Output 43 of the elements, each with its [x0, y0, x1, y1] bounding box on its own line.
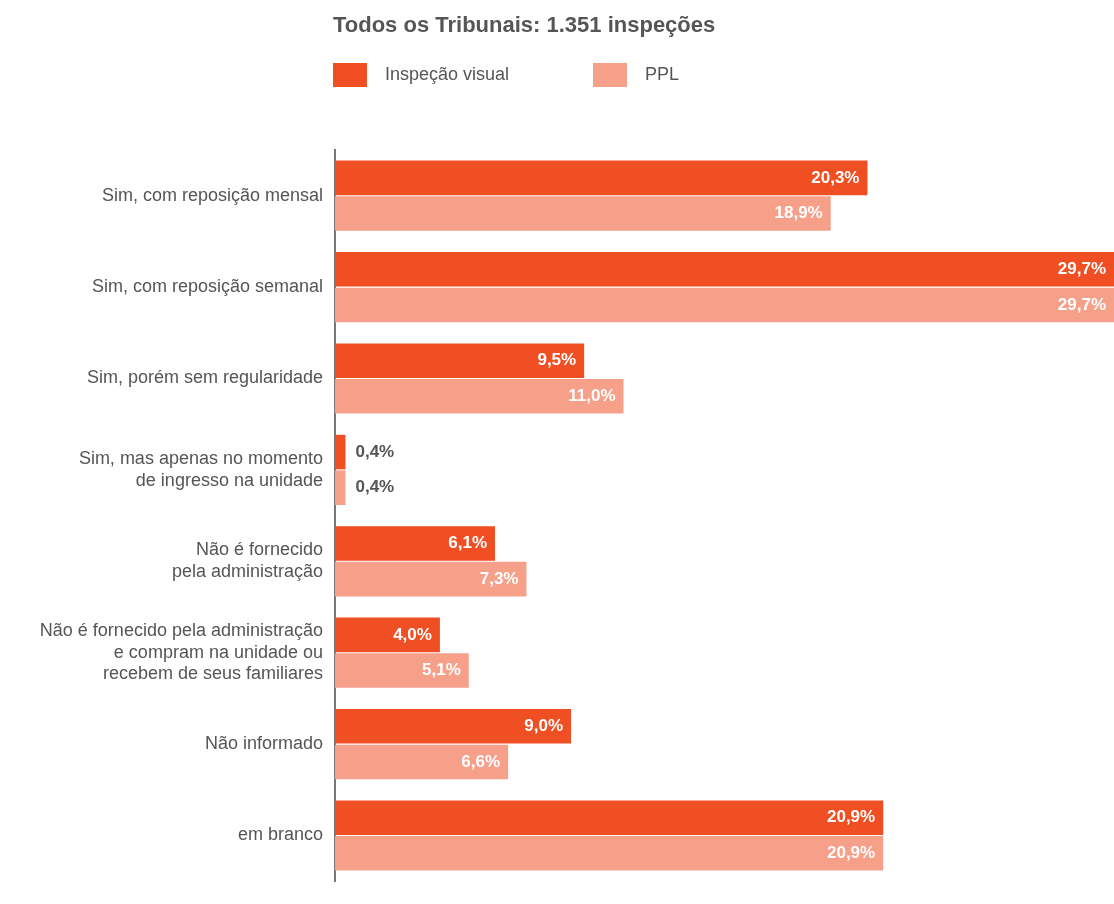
data-label: 4,0% [393, 624, 432, 644]
legend-label: Inspeção visual [385, 63, 510, 84]
data-label: 29,7% [1057, 258, 1106, 278]
y-tick-label: Sim, com reposição mensal [101, 184, 323, 205]
data-label: 5,1% [422, 660, 461, 680]
bar [335, 160, 868, 196]
y-tick-label: Sim, porém sem regularidade [86, 367, 323, 388]
bar [335, 470, 346, 506]
data-label: 6,6% [461, 751, 501, 771]
data-label: 9,5% [537, 350, 577, 370]
legend-label: PPL [645, 63, 680, 84]
bar [335, 653, 469, 688]
data-label: 9,0% [524, 715, 564, 735]
bar [335, 287, 1114, 323]
data-label: 11,0% [568, 386, 616, 406]
data-label: 0,4% [355, 477, 395, 497]
y-tick-label: Não é fornecido pela administração [171, 539, 323, 582]
bar [335, 343, 585, 378]
bar [335, 379, 624, 414]
y-tick-label: Sim, com reposição semanal [91, 276, 323, 297]
data-label: 7,3% [479, 568, 519, 588]
bar [335, 526, 495, 561]
bar [335, 708, 572, 744]
data-label: 20,3% [811, 167, 860, 187]
data-label: 6,1% [448, 533, 487, 553]
bar [335, 617, 440, 653]
bar [335, 434, 346, 470]
y-tick-label: Sim, mas apenas no momento de ingresso na unidade [78, 448, 323, 490]
bar [335, 561, 527, 597]
data-label: 18,9% [774, 203, 823, 223]
bar [335, 800, 884, 835]
data-label: 20,9% [826, 807, 876, 827]
bar [335, 251, 1114, 287]
chart-title: Todos os Tribunais: 1.351 inspeções [333, 12, 716, 38]
data-label: 0,4% [355, 441, 395, 461]
bar [335, 836, 884, 871]
bar [335, 196, 831, 231]
y-tick-label: Não é fornecido pela administração e compram na unidade ou recebem de seus familiares [39, 620, 323, 684]
y-tick-label: em branco [237, 824, 323, 845]
data-label: 20,9% [826, 843, 876, 863]
y-tick-label: Não informado [204, 733, 323, 754]
data-label: 29,7% [1057, 294, 1106, 314]
bar [335, 744, 509, 780]
